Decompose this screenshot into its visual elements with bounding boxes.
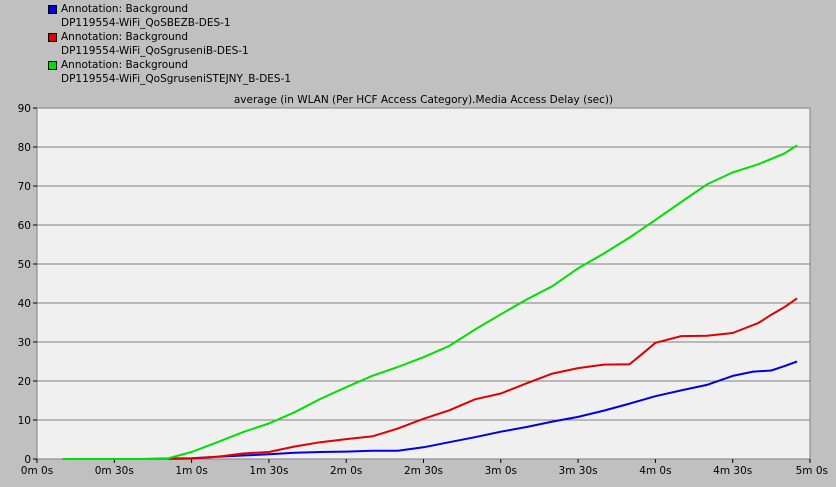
x-tick-label: 2m 0s	[330, 465, 362, 477]
y-tick-label: 80	[18, 142, 31, 154]
x-tick-label: 3m 0s	[485, 465, 517, 477]
x-tick-label: 5m 0s	[796, 465, 828, 477]
x-tick-label: 0m 30s	[95, 465, 134, 477]
x-tick-label: 1m 30s	[249, 465, 288, 477]
x-tick-label: 4m 0s	[639, 465, 671, 477]
x-tick-label: 0m 0s	[21, 465, 53, 477]
y-tick-label: 70	[18, 181, 31, 193]
x-tick-label: 3m 30s	[559, 465, 598, 477]
plot-area	[37, 108, 810, 459]
x-tick-label: 1m 0s	[175, 465, 207, 477]
y-tick-label: 10	[18, 415, 31, 427]
y-tick-label: 60	[18, 220, 31, 232]
y-tick-label: 40	[18, 298, 31, 310]
y-tick-label: 20	[18, 376, 31, 388]
y-tick-label: 50	[18, 259, 31, 271]
y-tick-label: 90	[18, 103, 31, 115]
y-tick-label: 30	[18, 337, 31, 349]
x-tick-label: 4m 30s	[713, 465, 752, 477]
x-tick-label: 2m 30s	[404, 465, 443, 477]
